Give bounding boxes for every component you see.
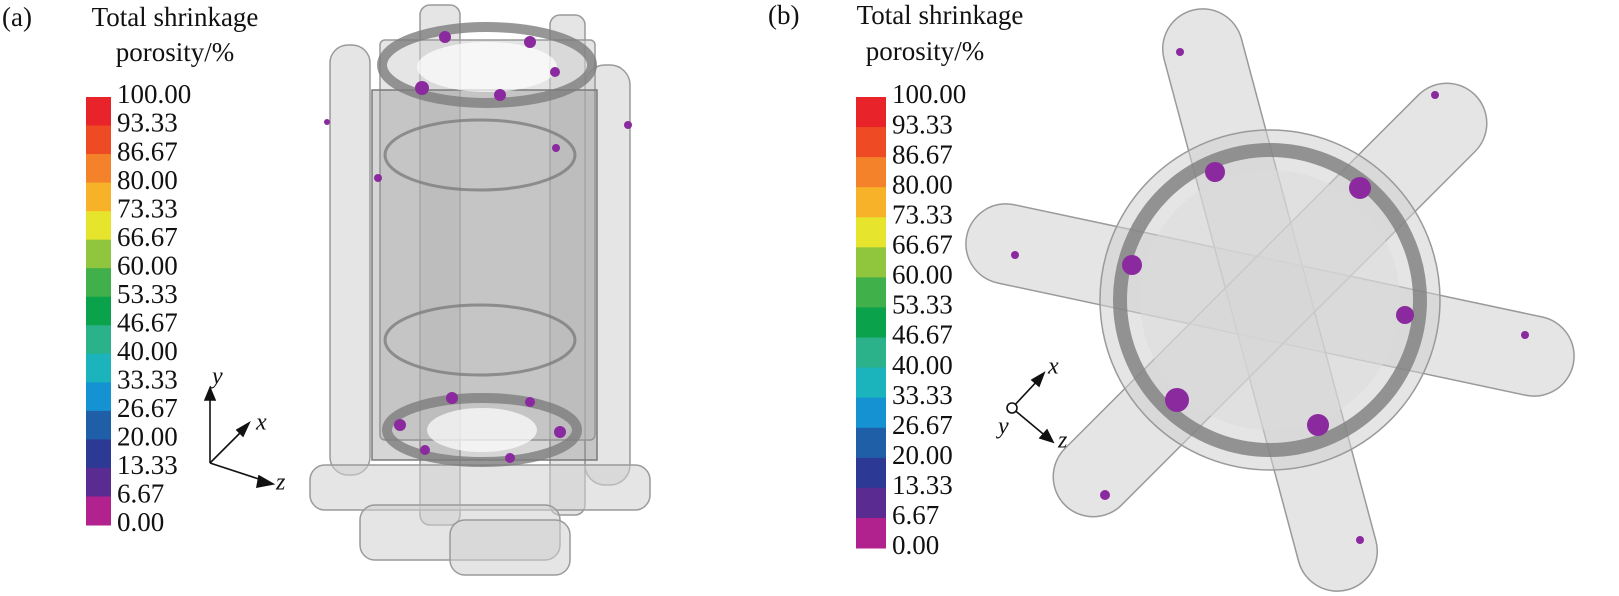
color-band	[86, 410, 111, 440]
color-band	[856, 157, 886, 188]
colorbar-label: 13.33	[892, 470, 953, 500]
color-band	[86, 382, 111, 412]
legend-title: porosity/%	[116, 37, 235, 67]
color-band	[856, 487, 886, 519]
color-band	[86, 125, 111, 155]
color-band	[86, 154, 111, 184]
color-band	[856, 97, 886, 128]
colorbar-label: 6.67	[892, 500, 939, 530]
color-band	[856, 397, 886, 429]
axis-label: x	[255, 410, 267, 436]
color-band	[86, 496, 111, 526]
colorbar-label: 40.00	[892, 350, 953, 380]
colorbar-label: 40.00	[117, 336, 178, 366]
color-band	[86, 439, 111, 469]
casting-top-view	[965, 8, 1575, 592]
colorbar-label: 26.67	[117, 393, 178, 423]
panel-label: (a)	[2, 2, 32, 32]
legend-title: Total shrinkage	[857, 0, 1024, 30]
colorbar-label: 53.33	[117, 279, 178, 309]
casting-3d	[309, 4, 651, 576]
color-band	[856, 337, 886, 369]
colorbar-label: 93.33	[892, 109, 953, 139]
colorbar-label: 33.33	[892, 380, 953, 410]
colorbar-label: 33.33	[117, 365, 178, 395]
color-band	[86, 296, 111, 326]
colorbar-label: 20.00	[892, 440, 953, 470]
colorbar-label: 26.67	[892, 410, 953, 440]
colorbar-label: 93.33	[117, 108, 178, 138]
colorbar-label: 60.00	[892, 260, 953, 290]
axis-label: x	[1047, 354, 1059, 380]
colorbar: 100.0093.3386.6780.0073.3366.6760.0053.3…	[856, 79, 966, 560]
colorbar-label: 80.00	[117, 165, 178, 195]
colorbar-label: 20.00	[117, 422, 178, 452]
color-band	[86, 239, 111, 269]
colorbar-label: 100.00	[892, 79, 966, 109]
colorbar-label: 6.67	[117, 479, 164, 509]
colorbar-label: 53.33	[892, 290, 953, 320]
colorbar-label: 13.33	[117, 450, 178, 480]
colorbar-label: 100.00	[117, 79, 191, 109]
colorbar-label: 80.00	[892, 169, 953, 199]
color-band	[856, 247, 886, 278]
color-band	[856, 307, 886, 339]
color-band	[856, 187, 886, 218]
panel-label: (b)	[768, 0, 799, 30]
axis-triad	[203, 385, 276, 489]
color-band	[86, 268, 111, 298]
color-band	[856, 517, 886, 549]
color-band	[86, 97, 111, 127]
color-band	[86, 182, 111, 212]
color-band	[856, 217, 886, 248]
colorbar-label: 0.00	[892, 530, 939, 560]
colorbar-label: 66.67	[892, 230, 953, 260]
color-band	[856, 427, 886, 459]
colorbar-label: 0.00	[117, 507, 164, 537]
colorbar-label: 73.33	[117, 193, 178, 223]
color-band	[856, 277, 886, 308]
color-band	[856, 367, 886, 399]
axis-label: y	[996, 414, 1009, 440]
colorbar-label: 46.67	[892, 320, 953, 350]
color-band	[86, 467, 111, 497]
colorbar-label: 60.00	[117, 250, 178, 280]
legend-title: porosity/%	[866, 36, 985, 66]
axis-label: z	[275, 470, 286, 496]
colorbar-label: 86.67	[892, 139, 953, 169]
axis-label: y	[210, 364, 223, 390]
axis-triad	[1006, 371, 1055, 444]
colorbar-label: 73.33	[892, 199, 953, 229]
color-band	[86, 353, 111, 383]
color-band	[86, 325, 111, 355]
colorbar: 100.0093.3386.6780.0073.3366.6760.0053.3…	[86, 79, 191, 537]
color-band	[86, 211, 111, 241]
colorbar-label: 66.67	[117, 222, 178, 252]
color-band	[856, 127, 886, 158]
colorbar-label: 86.67	[117, 136, 178, 166]
color-band	[856, 457, 886, 489]
axis-label: z	[1057, 428, 1068, 454]
legend-title: Total shrinkage	[92, 2, 259, 32]
colorbar-label: 46.67	[117, 307, 178, 337]
